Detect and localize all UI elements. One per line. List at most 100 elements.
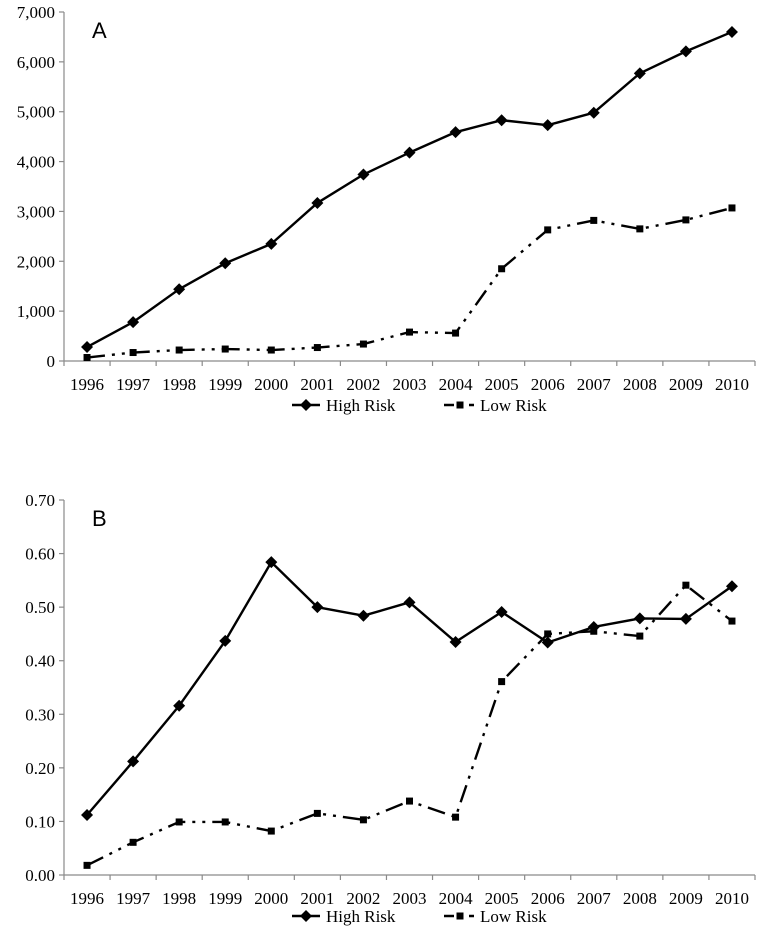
low-risk-point xyxy=(221,818,229,826)
low-risk-point xyxy=(129,838,137,846)
low-risk-point xyxy=(636,632,644,640)
x-tick-label: 2008 xyxy=(623,889,657,908)
y-tick-label: 0.40 xyxy=(25,652,55,671)
x-tick-label: 2006 xyxy=(531,375,565,394)
high-risk-point xyxy=(81,809,94,821)
x-tick-label: 2007 xyxy=(577,375,612,394)
low-risk-point xyxy=(498,265,506,273)
x-tick-label: 2001 xyxy=(300,889,334,908)
y-tick-label: 5,000 xyxy=(17,103,55,122)
x-tick-label: 2004 xyxy=(439,889,474,908)
y-tick-label: 0.30 xyxy=(25,705,55,724)
panel-label: A xyxy=(92,18,107,43)
x-tick-label: 1998 xyxy=(162,375,196,394)
low-risk-point xyxy=(682,216,690,224)
x-tick-label: 2002 xyxy=(346,375,380,394)
legend-low-risk-marker xyxy=(456,912,464,920)
high-risk-point xyxy=(725,580,738,593)
high-risk-point xyxy=(311,601,324,614)
x-tick-label: 1998 xyxy=(162,889,196,908)
x-tick-label: 2009 xyxy=(669,375,703,394)
x-tick-label: 2003 xyxy=(393,375,427,394)
y-tick-label: 0.00 xyxy=(25,866,55,885)
y-tick-label: 0.50 xyxy=(25,598,55,617)
y-tick-label: 0.60 xyxy=(25,545,55,564)
x-tick-label: 2003 xyxy=(393,889,427,908)
high-risk-point xyxy=(265,237,278,250)
high-risk-point xyxy=(541,119,554,132)
high-risk-point xyxy=(357,609,370,622)
low-risk-point xyxy=(359,816,367,824)
x-tick-label: 2004 xyxy=(439,375,474,394)
y-tick-label: 0 xyxy=(47,352,56,371)
high-risk-point xyxy=(679,45,692,58)
low-risk-point xyxy=(498,678,506,686)
x-tick-label: 1997 xyxy=(116,889,151,908)
y-tick-label: 7,000 xyxy=(17,3,55,22)
x-tick-label: 2010 xyxy=(715,889,749,908)
y-tick-label: 1,000 xyxy=(17,302,55,321)
high-risk-point xyxy=(449,635,462,648)
legend-high-risk-label: High Risk xyxy=(326,907,396,926)
high-risk-point xyxy=(449,126,462,139)
high-risk-point xyxy=(127,316,140,329)
high-risk-point xyxy=(587,106,600,119)
high-risk-point xyxy=(541,636,554,649)
high-risk-point xyxy=(403,596,416,609)
high-risk-point xyxy=(127,755,140,768)
panel-b-chart: 0.00 0.10 0.20 0.30 0.40 0.50 0.60 0.70 1996 1997… xyxy=(25,491,756,926)
high-risk-point xyxy=(495,114,508,127)
x-tick-label: 1999 xyxy=(208,375,242,394)
high-risk-point xyxy=(357,168,370,181)
legend-high-risk-marker xyxy=(300,399,312,411)
x-tick-label: 2000 xyxy=(254,375,288,394)
low-risk-point xyxy=(406,328,413,336)
low-risk-point xyxy=(83,861,91,869)
x-tick-label: 1996 xyxy=(70,889,104,908)
low-risk-point xyxy=(267,346,275,354)
low-risk-point xyxy=(221,345,229,353)
low-risk-point xyxy=(359,340,367,348)
x-tick-label: 2009 xyxy=(669,889,703,908)
low-risk-point xyxy=(452,813,460,821)
low-risk-point xyxy=(728,617,736,625)
x-tick-label: 2007 xyxy=(577,889,612,908)
high-risk-point xyxy=(81,341,94,354)
y-tick-label: 0.70 xyxy=(25,491,55,510)
low-risk-point xyxy=(728,204,736,212)
legend-high-risk-marker xyxy=(300,910,312,922)
high-risk-point xyxy=(265,556,278,569)
low-risk-point xyxy=(682,581,690,589)
high-risk-point xyxy=(495,605,508,618)
low-risk-point xyxy=(175,346,183,354)
x-tick-label: 2000 xyxy=(254,889,288,908)
x-tick-label: 2001 xyxy=(300,375,334,394)
x-tick-label: 2002 xyxy=(346,889,380,908)
legend-low-risk-label: Low Risk xyxy=(480,396,547,415)
low-risk-point xyxy=(590,627,598,635)
x-tick-label: 2006 xyxy=(531,889,565,908)
low-risk-point xyxy=(313,809,321,817)
low-risk-point xyxy=(313,344,321,352)
high-risk-point xyxy=(725,25,738,38)
high-risk-point xyxy=(173,699,186,712)
panel-a-chart: 0 1,000 2,000 3,000 4,000 5,000 6,000 7,000 1996… xyxy=(17,3,756,415)
x-tick-label: 2008 xyxy=(623,375,657,394)
high-risk-point xyxy=(173,283,186,296)
x-tick-label: 2005 xyxy=(485,889,519,908)
legend-high-risk-label: High Risk xyxy=(326,396,396,415)
series-line-high-risk xyxy=(86,30,733,349)
x-tick-label: 1999 xyxy=(208,889,242,908)
y-tick-label: 0.20 xyxy=(25,759,55,778)
legend-low-risk-marker xyxy=(456,401,464,409)
high-risk-point xyxy=(219,634,232,647)
low-risk-point xyxy=(544,630,552,638)
low-risk-point xyxy=(83,354,91,362)
legend-low-risk-label: Low Risk xyxy=(480,907,547,926)
low-risk-point xyxy=(175,818,183,826)
y-tick-label: 3,000 xyxy=(17,202,55,221)
high-risk-point xyxy=(679,612,692,625)
low-risk-point xyxy=(406,797,413,805)
low-risk-point xyxy=(590,216,598,224)
